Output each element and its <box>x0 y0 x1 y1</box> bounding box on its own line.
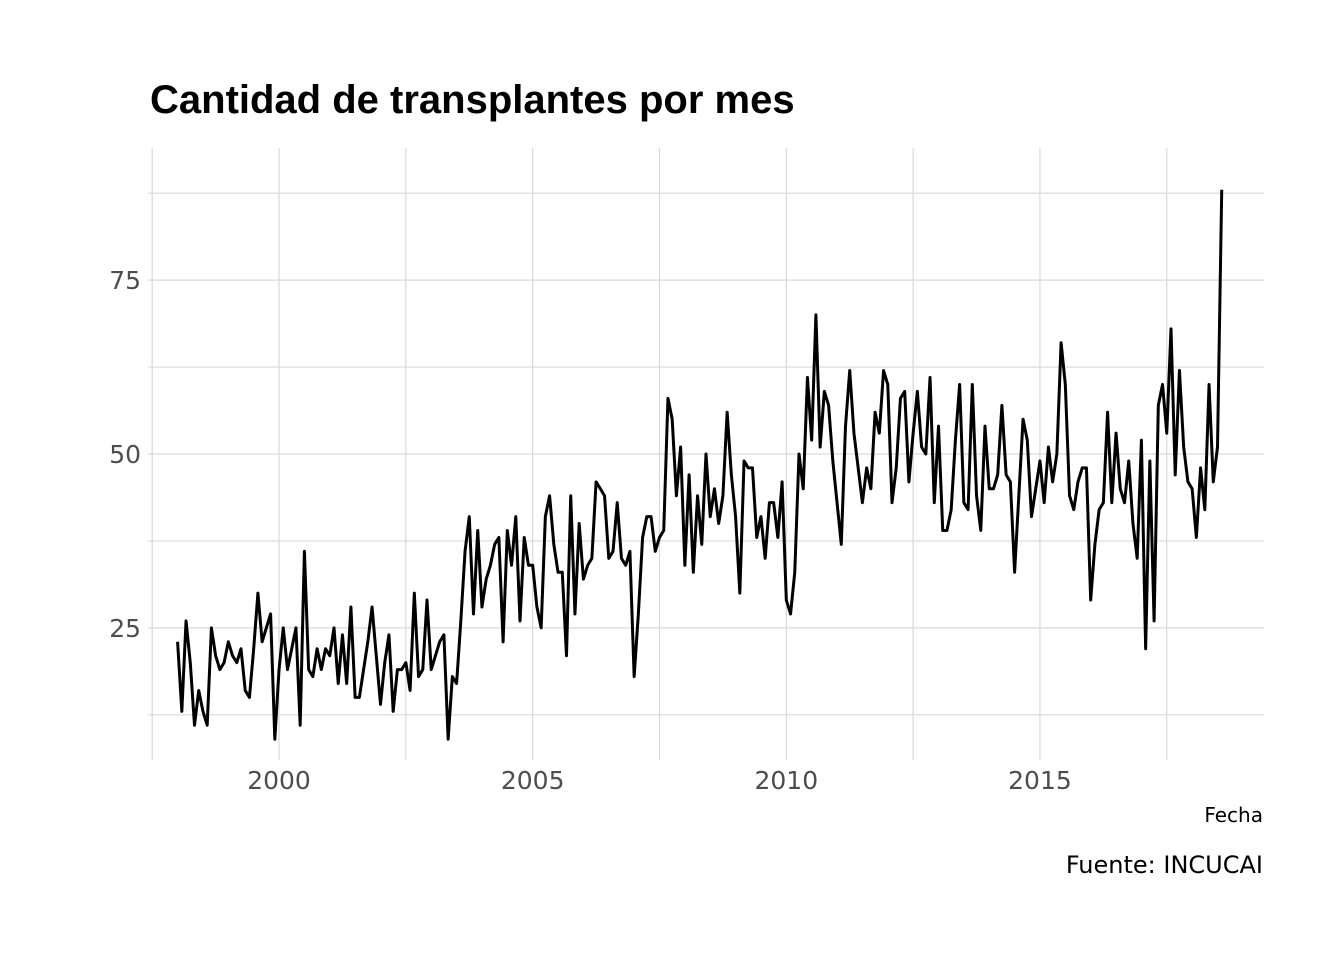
series-group <box>176 189 1224 741</box>
x-tick-label: 2010 <box>755 766 819 795</box>
x-axis-title: Fecha <box>1204 803 1263 827</box>
x-tick-label: 2005 <box>501 766 565 795</box>
y-tick-label: 50 <box>109 440 141 469</box>
chart-title: Cantidad de transplantes por mes <box>150 78 795 122</box>
chart-caption: Fuente: INCUCAI <box>1066 851 1263 879</box>
y-tick-label: 25 <box>109 614 141 643</box>
x-tick-label: 2000 <box>247 766 311 795</box>
x-tick-label: 2015 <box>1008 766 1072 795</box>
grid <box>148 148 1264 760</box>
tick-labels: 25 50 75 2000 2005 2010 2015 <box>109 266 1072 795</box>
y-tick-label: 75 <box>109 266 141 295</box>
series-line <box>176 189 1224 741</box>
